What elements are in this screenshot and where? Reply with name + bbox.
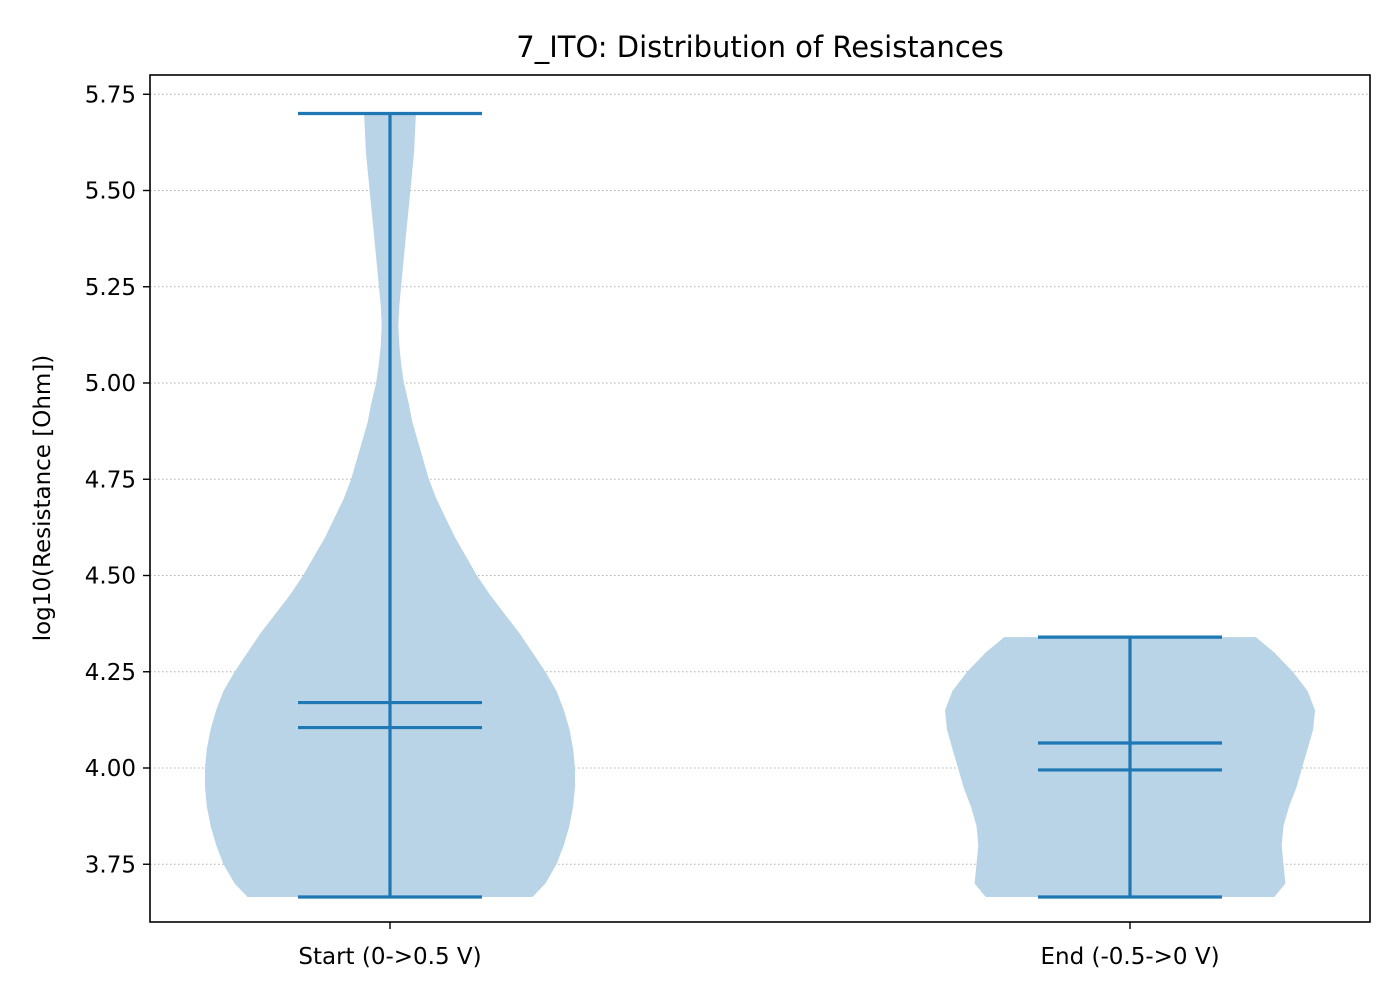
- y-tick-label: 4.75: [85, 467, 136, 493]
- y-tick-label: 5.00: [85, 371, 136, 397]
- x-tick-label: Start (0->0.5 V): [298, 944, 481, 970]
- y-tick-label: 5.25: [85, 275, 136, 301]
- x-axis-ticks: Start (0->0.5 V) End (-0.5->0 V): [298, 922, 1220, 970]
- y-tick-label: 5.75: [85, 82, 136, 108]
- y-tick-label: 4.00: [85, 756, 136, 782]
- y-axis-ticks: 3.75 4.00 4.25 4.50 4.75 5.00 5.25 5.50 5.75: [85, 82, 150, 878]
- y-axis-label: log10(Resistance [Ohm]): [30, 355, 56, 642]
- y-tick-label: 3.75: [85, 852, 136, 878]
- y-tick-label: 4.50: [85, 564, 136, 590]
- chart-title: 7_ITO: Distribution of Resistances: [516, 30, 1003, 64]
- plot-area-frame: [149, 74, 1371, 923]
- violin-bodies: [205, 113, 1315, 897]
- y-tick-label: 4.25: [85, 660, 136, 686]
- violin-stat-lines: [298, 111, 1222, 899]
- x-tick-label: End (-0.5->0 V): [1040, 944, 1219, 970]
- y-tick-label: 5.50: [85, 179, 136, 205]
